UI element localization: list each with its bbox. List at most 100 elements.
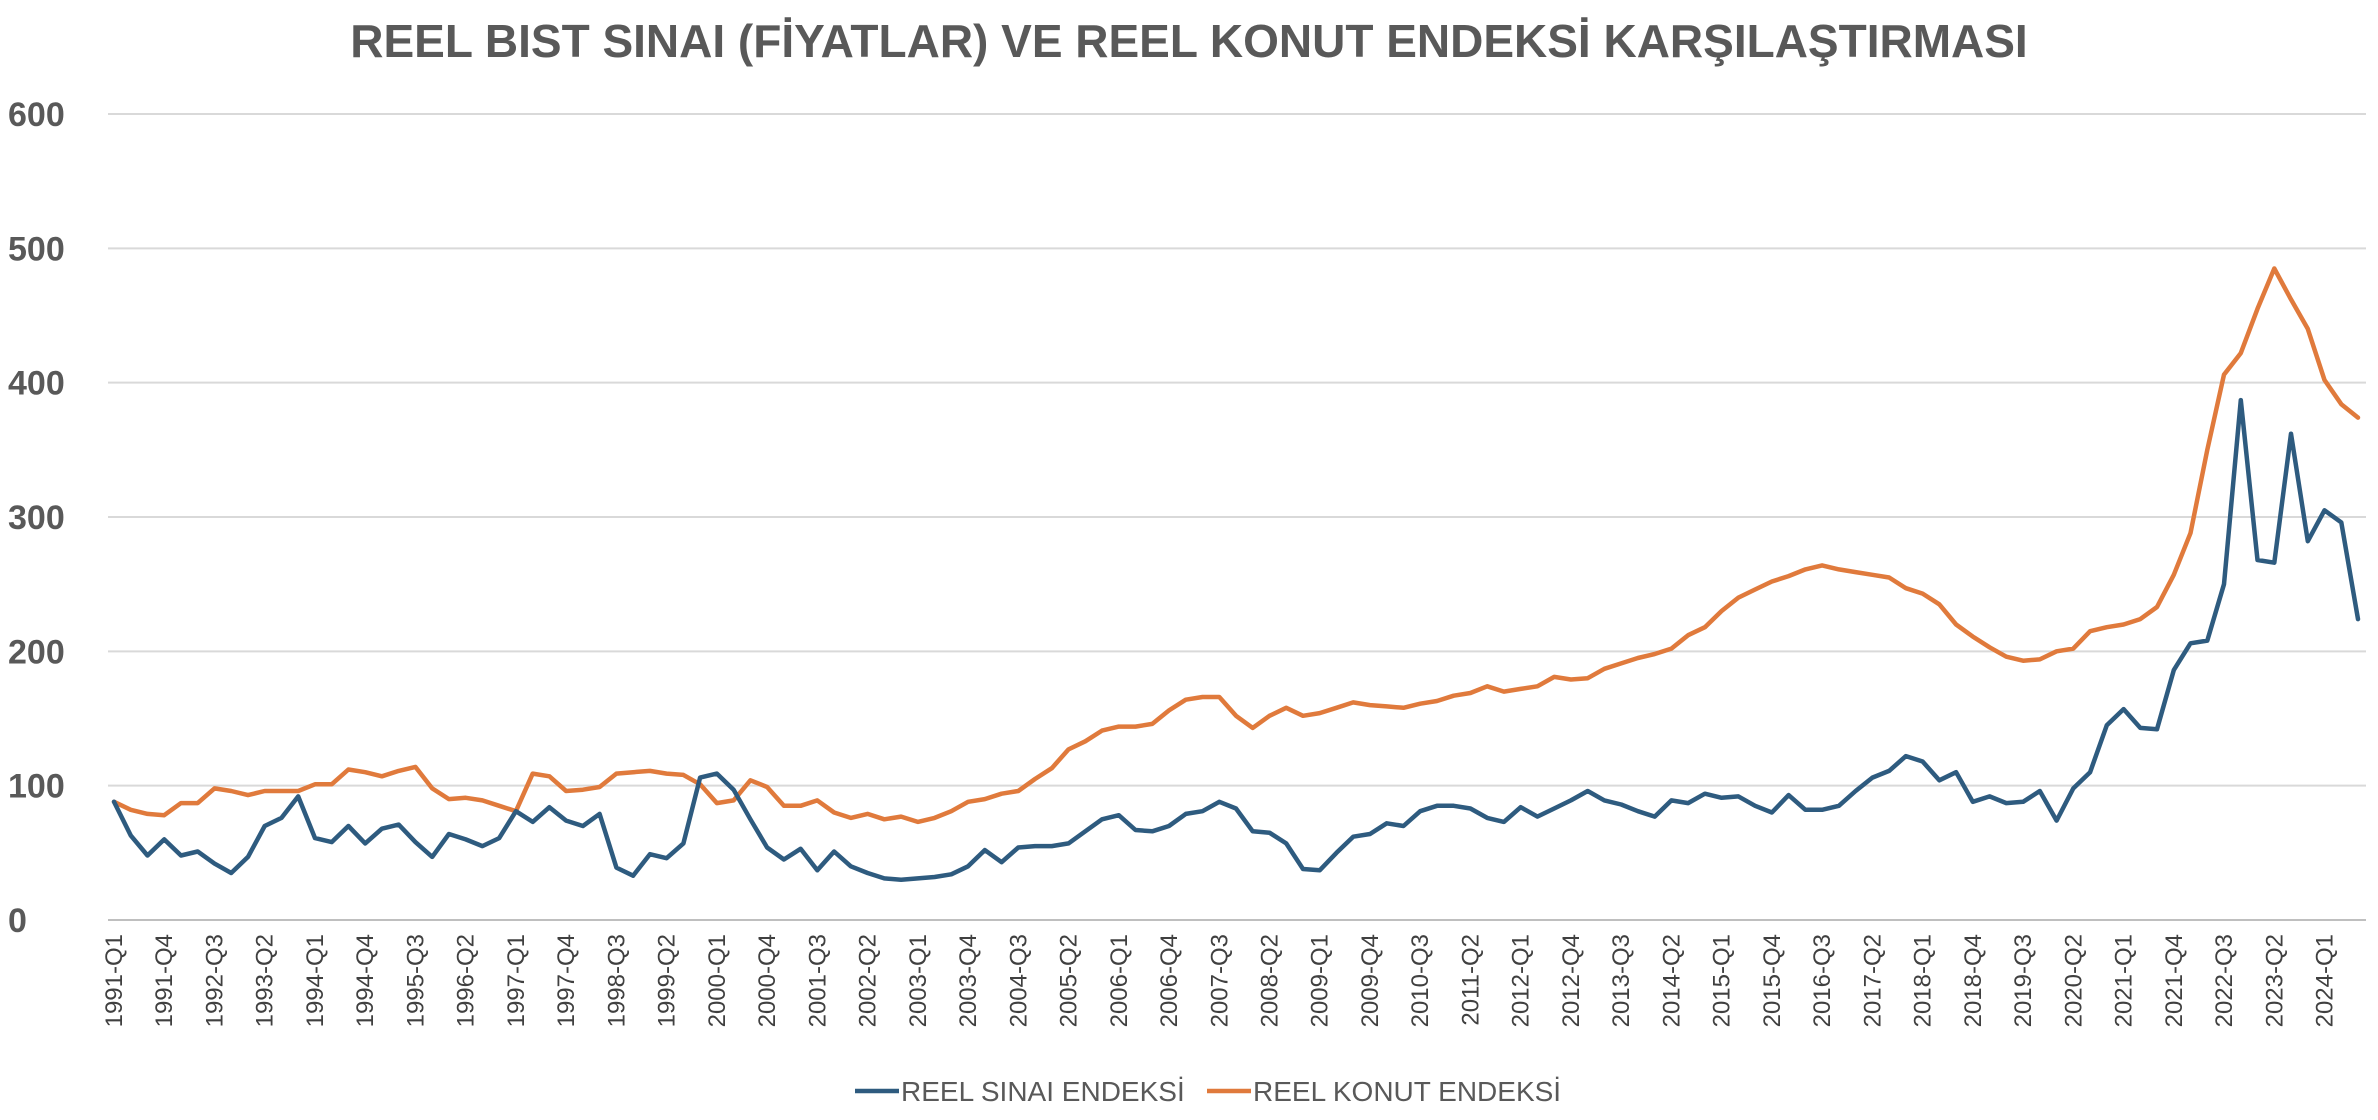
- x-tick-label: 1991-Q1: [101, 934, 128, 1027]
- x-tick: 1997-Q1: [503, 934, 530, 1027]
- x-tick: 1995-Q3: [402, 934, 429, 1027]
- x-axis-ticks: 1991-Q1 1991-Q4 1992-Q3 1993-Q2 1994-Q1 1994-…: [101, 934, 2339, 1027]
- x-tick: 2009-Q1: [1307, 934, 1334, 1027]
- x-tick-label: 2011-Q2: [1457, 934, 1484, 1026]
- x-tick: 2018-Q1: [1910, 934, 1937, 1027]
- y-tick-label: 600: [8, 96, 65, 134]
- x-tick: 2024-Q1: [2312, 934, 2339, 1027]
- x-tick-label: 1997-Q4: [553, 934, 580, 1027]
- x-tick: 2020-Q2: [2060, 934, 2087, 1027]
- x-tick-label: 2020-Q2: [2060, 934, 2087, 1027]
- x-tick: 2004-Q3: [1005, 934, 1032, 1027]
- x-tick: 1994-Q4: [352, 934, 379, 1027]
- x-tick: 2007-Q3: [1206, 934, 1233, 1027]
- x-tick-label: 2012-Q1: [1508, 934, 1535, 1027]
- x-tick: 1992-Q3: [201, 934, 228, 1027]
- x-tick-label: 2013-Q3: [1608, 934, 1635, 1027]
- x-tick-label: 2000-Q4: [754, 934, 781, 1027]
- x-tick-label: 2012-Q4: [1558, 934, 1585, 1027]
- x-tick: 2023-Q2: [2261, 934, 2288, 1027]
- x-tick: 2017-Q2: [1859, 934, 1886, 1027]
- x-tick-label: 2022-Q3: [2211, 934, 2238, 1027]
- y-axis-ticks: 0 100 200 300 400 500 600: [8, 96, 65, 940]
- x-tick: 1998-Q3: [603, 934, 630, 1027]
- series-line-sinai: [111, 397, 2361, 882]
- series-line-konut: [111, 266, 2361, 825]
- x-tick: 2012-Q1: [1508, 934, 1535, 1027]
- x-tick: 2022-Q3: [2211, 934, 2238, 1027]
- x-tick-label: 2021-Q4: [2161, 934, 2188, 1027]
- x-tick: 2000-Q1: [704, 934, 731, 1027]
- y-tick-label: 0: [8, 902, 27, 940]
- x-tick: 2021-Q1: [2111, 934, 2138, 1027]
- y-tick-label: 100: [8, 768, 65, 806]
- x-tick: 2003-Q4: [955, 934, 982, 1027]
- x-tick: 2018-Q4: [1960, 934, 1987, 1027]
- x-tick-label: 1999-Q2: [654, 934, 681, 1027]
- x-tick-label: 2018-Q4: [1960, 934, 1987, 1027]
- x-tick: 2021-Q4: [2161, 934, 2188, 1027]
- x-tick-label: 2019-Q3: [2010, 934, 2037, 1027]
- y-tick-label: 400: [8, 365, 65, 403]
- x-tick-label: 2018-Q1: [1910, 934, 1937, 1027]
- x-tick: 2009-Q4: [1357, 934, 1384, 1027]
- x-tick: 1991-Q1: [101, 934, 128, 1027]
- x-tick: 1993-Q2: [252, 934, 279, 1027]
- x-tick: 2005-Q2: [1056, 934, 1083, 1027]
- x-tick: 1991-Q4: [151, 934, 178, 1027]
- chart-title: REEL BIST SINAI (FİYATLAR) VE REEL KONUT…: [350, 15, 2027, 67]
- x-tick-label: 2003-Q1: [905, 934, 932, 1027]
- x-tick-label: 2006-Q1: [1106, 934, 1133, 1027]
- x-tick: 2006-Q1: [1106, 934, 1133, 1027]
- y-tick-label: 200: [8, 633, 65, 671]
- x-tick-label: 1995-Q3: [402, 934, 429, 1027]
- x-tick-label: 2004-Q3: [1005, 934, 1032, 1027]
- x-tick-label: 2016-Q3: [1809, 934, 1836, 1027]
- x-tick: 2003-Q1: [905, 934, 932, 1027]
- x-tick: 2014-Q2: [1658, 934, 1685, 1027]
- x-tick-label: 2015-Q4: [1759, 934, 1786, 1027]
- legend: REEL SINAI ENDEKSİ REEL KONUT ENDEKSİ: [855, 1076, 1561, 1107]
- x-tick: 2012-Q4: [1558, 934, 1585, 1027]
- x-tick: 2019-Q3: [2010, 934, 2037, 1027]
- x-tick: 2008-Q2: [1256, 934, 1283, 1027]
- x-tick-label: 2023-Q2: [2261, 934, 2288, 1027]
- x-tick-label: 2009-Q4: [1357, 934, 1384, 1027]
- x-tick: 2006-Q4: [1156, 934, 1183, 1027]
- y-tick-label: 500: [8, 230, 65, 268]
- x-tick-label: 2001-Q3: [804, 934, 831, 1027]
- x-tick-label: 2005-Q2: [1056, 934, 1083, 1027]
- x-tick: 2002-Q2: [855, 934, 882, 1027]
- x-tick: 2001-Q3: [804, 934, 831, 1027]
- x-tick: 2013-Q3: [1608, 934, 1635, 1027]
- x-tick-label: 2003-Q4: [955, 934, 982, 1027]
- x-tick-label: 1997-Q1: [503, 934, 530, 1027]
- x-tick-label: 2002-Q2: [855, 934, 882, 1027]
- x-tick-label: 1991-Q4: [151, 934, 178, 1027]
- y-tick-label: 300: [8, 499, 65, 537]
- x-tick: 2015-Q4: [1759, 934, 1786, 1027]
- x-tick-label: 2014-Q2: [1658, 934, 1685, 1027]
- x-tick: 2016-Q3: [1809, 934, 1836, 1027]
- x-tick-label: 1993-Q2: [252, 934, 279, 1027]
- series-lines: [111, 266, 2361, 882]
- x-tick-label: 2010-Q3: [1407, 934, 1434, 1027]
- x-tick: 1997-Q4: [553, 934, 580, 1027]
- x-tick-label: 1994-Q4: [352, 934, 379, 1027]
- x-tick: 1999-Q2: [654, 934, 681, 1027]
- x-tick-label: 2024-Q1: [2312, 934, 2339, 1027]
- x-tick-label: 2021-Q1: [2111, 934, 2138, 1027]
- x-tick-label: 2009-Q1: [1307, 934, 1334, 1027]
- x-tick: 1996-Q2: [453, 934, 480, 1027]
- x-tick-label: 2007-Q3: [1206, 934, 1233, 1027]
- x-tick-label: 1996-Q2: [453, 934, 480, 1027]
- x-tick-label: 2006-Q4: [1156, 934, 1183, 1027]
- x-tick-label: 2000-Q1: [704, 934, 731, 1027]
- x-tick-label: 1998-Q3: [603, 934, 630, 1027]
- grid-lines: [108, 113, 2366, 921]
- x-tick: 2000-Q4: [754, 934, 781, 1027]
- x-tick-label: 2008-Q2: [1256, 934, 1283, 1027]
- x-tick: 1994-Q1: [302, 934, 329, 1027]
- x-tick-label: 1992-Q3: [201, 934, 228, 1027]
